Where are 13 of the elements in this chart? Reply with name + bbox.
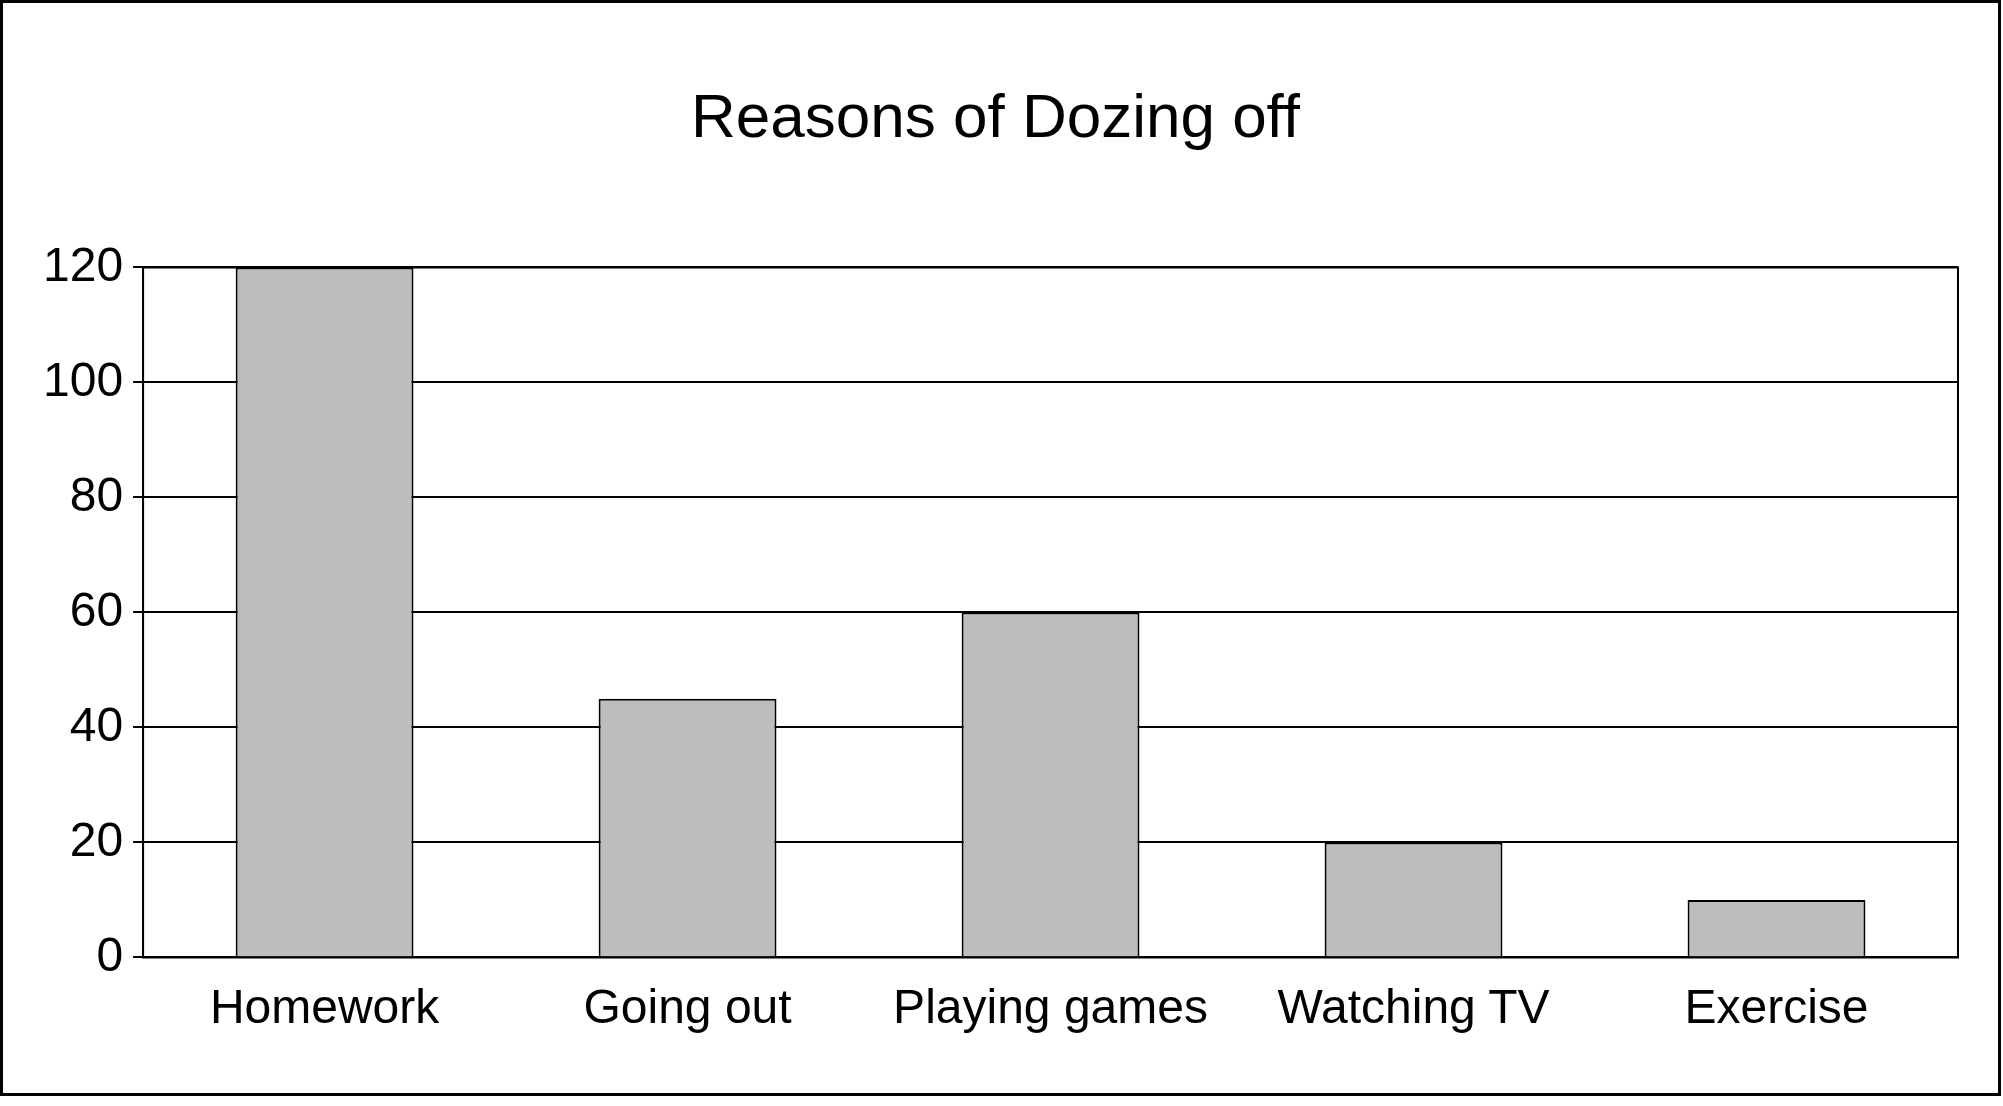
y-tick-label: 60: [69, 582, 124, 636]
x-tick-label: Watching TV: [1277, 980, 1550, 1034]
y-tick-label: 0: [96, 927, 124, 981]
x-tick-label: Homework: [209, 980, 441, 1034]
x-tick-label: Playing games: [893, 980, 1208, 1034]
y-tick-label: 80: [69, 467, 124, 521]
y-tick-label: 120: [42, 237, 124, 291]
chart-title: Reasons of Dozing off: [691, 81, 1301, 151]
y-tick-label: 100: [42, 352, 124, 406]
x-tick-label: Exercise: [1684, 980, 1869, 1034]
y-tick-label: 40: [69, 697, 124, 751]
x-tick-label: Going out: [583, 980, 792, 1034]
y-tick-label: 20: [69, 812, 124, 866]
